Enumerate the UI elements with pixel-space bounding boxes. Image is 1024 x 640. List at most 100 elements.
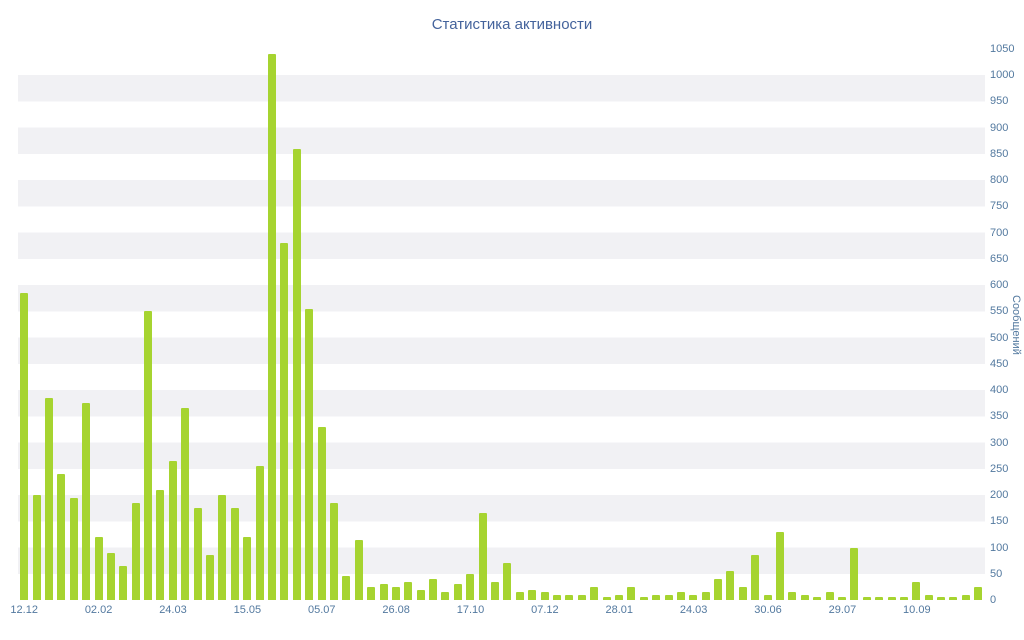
y-axis-tick-label: 550 xyxy=(990,305,1009,318)
x-axis-label: 17.10 xyxy=(456,604,485,616)
bar xyxy=(776,531,785,600)
x-axis-label: 29.07 xyxy=(828,604,857,616)
y-axis-tick-label: 0 xyxy=(990,594,997,606)
bar xyxy=(676,592,685,600)
x-axis-label: 05.07 xyxy=(307,604,336,616)
bar xyxy=(144,311,153,600)
bar xyxy=(825,592,834,600)
bar xyxy=(156,489,165,600)
bar xyxy=(391,586,400,600)
y-axis-tick-label: 200 xyxy=(990,489,1009,502)
x-axis: 12.12 02.02 24.03 15.05 05.07 26.08 17.10 07.12… xyxy=(10,604,985,620)
chart-title: Статистика активности xyxy=(431,16,593,33)
bar xyxy=(57,474,66,600)
y-axis-tick-label: 450 xyxy=(990,357,1009,370)
x-axis-label: 24.03 xyxy=(679,604,708,616)
bar xyxy=(305,308,314,600)
bar xyxy=(466,573,475,600)
bar xyxy=(404,581,413,600)
bar xyxy=(738,586,747,600)
bar xyxy=(119,565,128,600)
bar xyxy=(528,589,537,600)
bar xyxy=(652,594,661,600)
bar xyxy=(577,594,586,600)
y-axis-tick-label: 900 xyxy=(990,121,1009,134)
y-axis-tick-label: 300 xyxy=(990,436,1009,449)
y-axis-title: Сообщений xyxy=(1009,49,1023,600)
bar xyxy=(837,597,846,600)
bar xyxy=(974,586,983,600)
bar xyxy=(342,576,351,600)
x-axis-label: 12.12 xyxy=(10,604,38,616)
y-axis-tick-label: 1050 xyxy=(990,43,1015,55)
bar xyxy=(416,589,425,600)
bar xyxy=(317,426,326,600)
bar xyxy=(503,563,512,600)
bar xyxy=(763,594,772,600)
bar xyxy=(701,592,710,600)
bar xyxy=(106,552,115,600)
bar xyxy=(639,597,648,600)
bar xyxy=(813,597,822,600)
bar xyxy=(491,581,500,600)
bar xyxy=(329,502,338,600)
bar xyxy=(131,502,140,600)
bar xyxy=(354,539,363,600)
x-axis-label: 15.05 xyxy=(233,604,262,616)
bar xyxy=(206,555,215,600)
x-axis-label: 30.06 xyxy=(754,604,782,616)
x-axis-label: 28.01 xyxy=(605,604,634,616)
bar xyxy=(565,594,574,600)
bar xyxy=(714,579,723,600)
bar xyxy=(478,513,487,600)
y-axis-tick-label: 600 xyxy=(990,279,1009,292)
bar xyxy=(429,579,438,600)
bar xyxy=(243,537,252,600)
y-axis-tick-label: 250 xyxy=(990,462,1009,475)
bar xyxy=(69,497,78,600)
bar xyxy=(800,594,809,600)
bar xyxy=(850,547,859,600)
bar xyxy=(887,597,896,600)
bar xyxy=(379,584,388,600)
y-axis-tick-label: 850 xyxy=(990,147,1009,160)
bar xyxy=(82,403,91,600)
bar xyxy=(280,243,289,600)
x-axis-label: 10.09 xyxy=(903,604,931,616)
bar xyxy=(949,597,958,600)
y-axis-tick-label: 50 xyxy=(990,567,1003,580)
bar xyxy=(218,495,227,600)
bar xyxy=(515,592,524,600)
bar xyxy=(614,594,623,600)
y-axis-title-label: Сообщений xyxy=(1010,294,1022,355)
bar xyxy=(627,586,636,600)
bar xyxy=(726,571,735,600)
y-axis-tick-label: 350 xyxy=(990,410,1009,423)
y-axis-tick-label: 100 xyxy=(990,541,1009,554)
x-axis-label: 07.12 xyxy=(531,604,559,616)
x-axis-label: 26.08 xyxy=(382,604,410,616)
bar xyxy=(875,597,884,600)
y-axis: 0 50 100 150 200 250 300 350 400 450 500 550 600 650 7… xyxy=(990,43,1020,606)
y-axis-tick-label: 650 xyxy=(990,252,1009,265)
bar xyxy=(899,597,908,600)
y-axis-tick-label: 800 xyxy=(990,174,1009,187)
x-axis-label: 24.03 xyxy=(159,604,187,616)
bar xyxy=(32,495,41,600)
bar xyxy=(689,594,698,600)
y-axis-tick-label: 950 xyxy=(990,95,1009,108)
bar xyxy=(751,555,760,600)
bar xyxy=(20,293,29,600)
bar xyxy=(937,597,946,600)
bar xyxy=(590,586,599,600)
bar xyxy=(602,597,611,600)
bar xyxy=(230,508,239,600)
bar xyxy=(181,408,190,600)
bar xyxy=(453,584,462,600)
bar xyxy=(540,592,549,600)
bar xyxy=(193,508,202,600)
bar xyxy=(924,594,933,600)
bar xyxy=(255,466,264,600)
y-axis-tick-label: 750 xyxy=(990,200,1009,213)
